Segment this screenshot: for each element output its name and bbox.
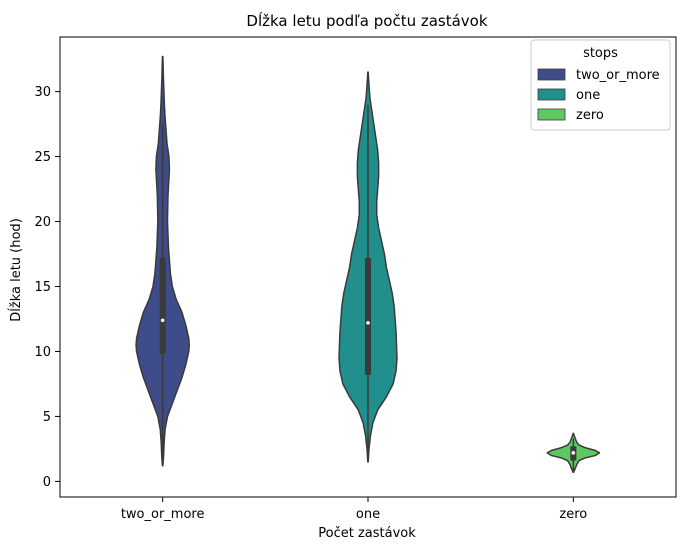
median-dot-two_or_more xyxy=(160,318,165,323)
legend-label-one: one xyxy=(576,88,600,103)
y-tick-label-10: 10 xyxy=(34,345,51,360)
x-tick-label-zero: zero xyxy=(559,507,587,522)
legend-title: stops xyxy=(583,46,618,61)
y-tick-label-20: 20 xyxy=(34,215,51,230)
y-tick-label-15: 15 xyxy=(34,280,51,295)
y-tick-label-30: 30 xyxy=(34,85,51,100)
legend-swatch-one xyxy=(537,88,566,101)
legend-swatch-zero xyxy=(537,108,566,121)
y-axis-label: Dĺžka letu (hod) xyxy=(8,218,24,322)
chart-title: Dĺžka letu podľa počtu zastávok xyxy=(246,11,487,30)
y-tick-label-25: 25 xyxy=(34,150,51,165)
x-axis-label: Počet zastávok xyxy=(318,526,416,541)
median-dot-zero xyxy=(571,451,576,455)
legend-label-zero: zero xyxy=(576,108,604,123)
legend-swatch-two_or_more xyxy=(537,68,566,81)
legend-box xyxy=(530,39,671,131)
iqr-box-one xyxy=(365,257,371,375)
x-tick-label-two_or_more: two_or_more xyxy=(121,507,205,522)
y-tick-label-5: 5 xyxy=(43,410,51,425)
median-dot-one xyxy=(366,321,370,325)
x-tick-label-one: one xyxy=(356,507,380,522)
iqr-box-two_or_more xyxy=(159,257,166,355)
legend-label-two_or_more: two_or_more xyxy=(576,68,660,83)
y-tick-label-0: 0 xyxy=(43,475,51,490)
